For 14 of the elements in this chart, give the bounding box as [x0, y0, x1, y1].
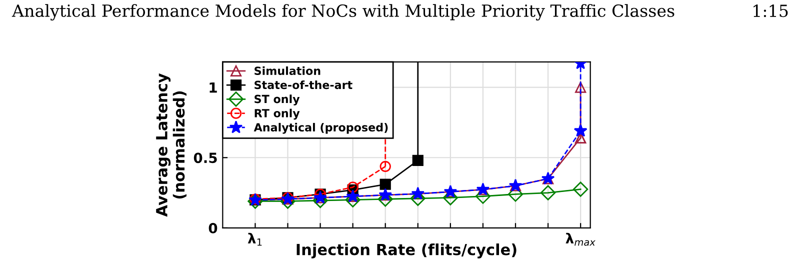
- legend-label: RT only: [254, 108, 300, 120]
- x-tick-label: λ$_{1}$: [248, 232, 262, 246]
- text: Analytical Performance Models for NoCs with Multiple Priority Traffic Classes: [12, 4, 674, 20]
- y-tick-label: 0.5: [194, 152, 217, 164]
- x-axis-title: Injection Rate (flits/cycle): [296, 243, 516, 258]
- text: 1:15: [754, 4, 788, 18]
- y-tick-label: 1: [210, 82, 217, 93]
- legend-label: State-of-the-art: [254, 80, 352, 90]
- legend-label: ST only: [254, 94, 300, 106]
- x-tick-label: λ$_{max}$: [566, 232, 596, 246]
- legend-label: Simulation: [254, 66, 320, 76]
- y-tick-label: 0: [208, 222, 218, 234]
- y-axis-title: Average Latency (normalized): [156, 73, 186, 217]
- legend-label: Analytical (proposed): [254, 122, 388, 134]
